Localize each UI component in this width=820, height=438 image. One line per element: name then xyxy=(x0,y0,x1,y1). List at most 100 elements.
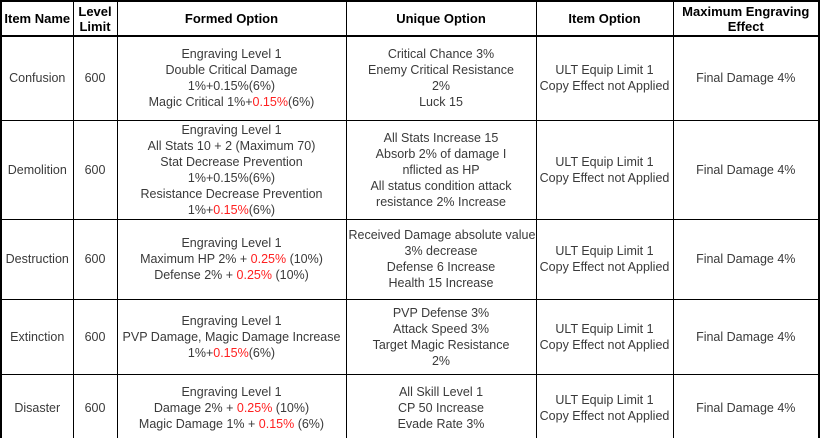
table-row: Disaster 600 Engraving Level 1 Damage 2% … xyxy=(0,373,820,438)
item-name-cell: Demolition xyxy=(0,119,74,220)
option-line: ULT Equip Limit 1 xyxy=(555,321,654,336)
unique-option-cell: PVP Defense 3% Attack Speed 3% Target Magi… xyxy=(345,298,537,375)
option-line: Luck 15 xyxy=(419,95,463,110)
option-line: All Stats 10 + 2 (Maximum 70) xyxy=(120,138,344,154)
formed-option-cell: Engraving Level 1 Damage 2% + 0.25% (10%)… xyxy=(116,373,347,438)
max-engraving-cell: Final Damage 4% xyxy=(672,373,820,438)
max-engraving-cell: Final Damage 4% xyxy=(672,35,820,121)
formed-option-cell: Engraving Level 1 All Stats 10 + 2 (Maxim… xyxy=(116,119,347,220)
header-level-limit: Level Limit xyxy=(72,0,118,37)
item-option-cell: ULT Equip Limit 1 Copy Effect not Applied xyxy=(535,218,674,300)
option-text: Engraving Level 1 xyxy=(181,122,282,137)
option-line: Resistance Decrease Prevention xyxy=(120,186,344,202)
option-line: Engraving Level 1 xyxy=(120,122,344,138)
option-line: Engraving Level 1 xyxy=(120,313,344,329)
item-option-cell: ULT Equip Limit 1 Copy Effect not Applied xyxy=(535,119,674,220)
level-limit-cell: 600 xyxy=(72,298,118,375)
option-line: PVP Defense 3% xyxy=(392,305,490,320)
option-text: 1%+0.15%(6%) xyxy=(187,79,276,94)
option-line: Engraving Level 1 xyxy=(120,384,344,400)
option-line: 1%+0.15%(6%) xyxy=(120,170,344,186)
option-text: 1%+0.15%(6%) xyxy=(187,170,276,185)
formed-option-cell: Engraving Level 1 Maximum HP 2% + 0.25% (… xyxy=(116,218,347,300)
option-text: (10%) xyxy=(271,268,309,282)
option-line: Engraving Level 1 xyxy=(120,46,344,62)
option-line: Critical Chance 3% xyxy=(387,47,495,62)
highlighted-value: 0.25% xyxy=(250,252,287,266)
option-line: Defense 2% + 0.25% (10%) xyxy=(120,267,344,283)
option-line: CP 50 Increase xyxy=(398,400,484,415)
max-engraving-cell: Final Damage 4% xyxy=(672,298,820,375)
level-limit-cell: 600 xyxy=(72,119,118,220)
option-line: Copy Effect not Applied xyxy=(539,337,670,352)
option-line: Target Magic Resistance xyxy=(372,337,510,352)
highlighted-value: 0.15% xyxy=(258,416,295,431)
option-line: ULT Equip Limit 1 xyxy=(555,154,654,169)
table-row: Extinction 600 Engraving Level 1 PVP Dama… xyxy=(0,298,820,375)
option-line: Copy Effect not Applied xyxy=(539,408,670,423)
option-line: 1%+0.15%(6%) xyxy=(120,202,344,218)
option-text: Double Critical Damage xyxy=(165,63,298,78)
option-text: Engraving Level 1 xyxy=(181,47,282,62)
option-line: Health 15 Increase xyxy=(388,276,494,290)
highlighted-value: 0.15% xyxy=(252,95,288,110)
option-text: Engraving Level 1 xyxy=(181,313,282,328)
header-row: Item Name Level Limit Formed Option Uniq… xyxy=(0,0,820,37)
option-line: Engraving Level 1 xyxy=(120,235,344,251)
option-text: (6%) xyxy=(248,345,276,360)
formed-option-cell: Engraving Level 1 Double Critical Damage 1… xyxy=(116,35,347,121)
header-unique-option: Unique Option xyxy=(345,0,537,37)
item-option-cell: ULT Equip Limit 1 Copy Effect not Applied xyxy=(535,298,674,375)
header-item-option: Item Option xyxy=(535,0,674,37)
unique-option-cell: Received Damage absolute value 3% decreas… xyxy=(345,218,537,300)
option-line: Absorb 2% of damage I xyxy=(375,146,507,161)
option-text: Resistance Decrease Prevention xyxy=(140,186,323,201)
unique-option-cell: Critical Chance 3% Enemy Critical Resista… xyxy=(345,35,537,121)
option-line: ULT Equip Limit 1 xyxy=(555,392,654,407)
level-limit-cell: 600 xyxy=(72,373,118,438)
option-text: (10%) xyxy=(286,252,323,266)
item-name-cell: Extinction xyxy=(0,298,74,375)
option-line: 2% xyxy=(431,79,451,94)
table-row: Destruction 600 Engraving Level 1 Maximum… xyxy=(0,218,820,300)
option-line: PVP Damage, Magic Damage Increase xyxy=(120,329,344,345)
unique-option-cell: All Skill Level 1 CP 50 Increase Evade Rat… xyxy=(345,373,537,438)
option-text: Stat Decrease Prevention xyxy=(160,154,303,169)
option-line: All status condition attack xyxy=(370,178,512,193)
option-line: 2% xyxy=(431,353,451,368)
option-line: Defense 6 Increase xyxy=(386,260,496,274)
item-name-cell: Destruction xyxy=(0,218,74,300)
option-text: Magic Critical 1%+ xyxy=(148,95,253,110)
option-line: ULT Equip Limit 1 xyxy=(555,63,654,78)
max-engraving-cell: Final Damage 4% xyxy=(672,218,820,300)
option-line: Double Critical Damage xyxy=(120,62,344,78)
highlighted-value: 0.25% xyxy=(236,268,272,282)
option-line: Stat Decrease Prevention xyxy=(120,154,344,170)
option-line: All Skill Level 1 xyxy=(398,384,484,399)
option-line: Attack Speed 3% xyxy=(393,321,489,336)
highlighted-value: 0.15% xyxy=(213,202,249,217)
table-row: Confusion 600 Engraving Level 1 Double Cr… xyxy=(0,35,820,121)
item-option-cell: ULT Equip Limit 1 Copy Effect not Applied xyxy=(535,35,674,121)
option-line: 3% decrease xyxy=(404,244,478,258)
option-line: Received Damage absolute value xyxy=(348,228,536,242)
option-text: 1%+ xyxy=(187,345,214,360)
highlighted-value: 0.15% xyxy=(213,345,249,360)
option-line: Enemy Critical Resistance xyxy=(368,63,514,78)
option-line: 1%+0.15%(6%) xyxy=(120,345,344,361)
highlighted-value: 0.25% xyxy=(236,400,273,415)
formed-option-cell: Engraving Level 1 PVP Damage, Magic Damag… xyxy=(116,298,347,375)
option-line: nflicted as HP xyxy=(402,162,480,177)
option-line: All Stats Increase 15 xyxy=(383,130,499,145)
option-line: Copy Effect not Applied xyxy=(539,79,670,94)
option-line: Magic Damage 1% + 0.15% (6%) xyxy=(120,416,344,432)
option-line: resistance 2% Increase xyxy=(376,194,506,209)
option-line: Copy Effect not Applied xyxy=(539,170,670,185)
header-max-engraving-effect: Maximum Engraving Effect xyxy=(672,0,820,37)
option-line: ULT Equip Limit 1 xyxy=(555,244,654,258)
option-text: (6%) xyxy=(294,416,325,431)
max-engraving-cell: Final Damage 4% xyxy=(672,119,820,220)
option-text: Maximum HP 2% + xyxy=(140,252,251,266)
